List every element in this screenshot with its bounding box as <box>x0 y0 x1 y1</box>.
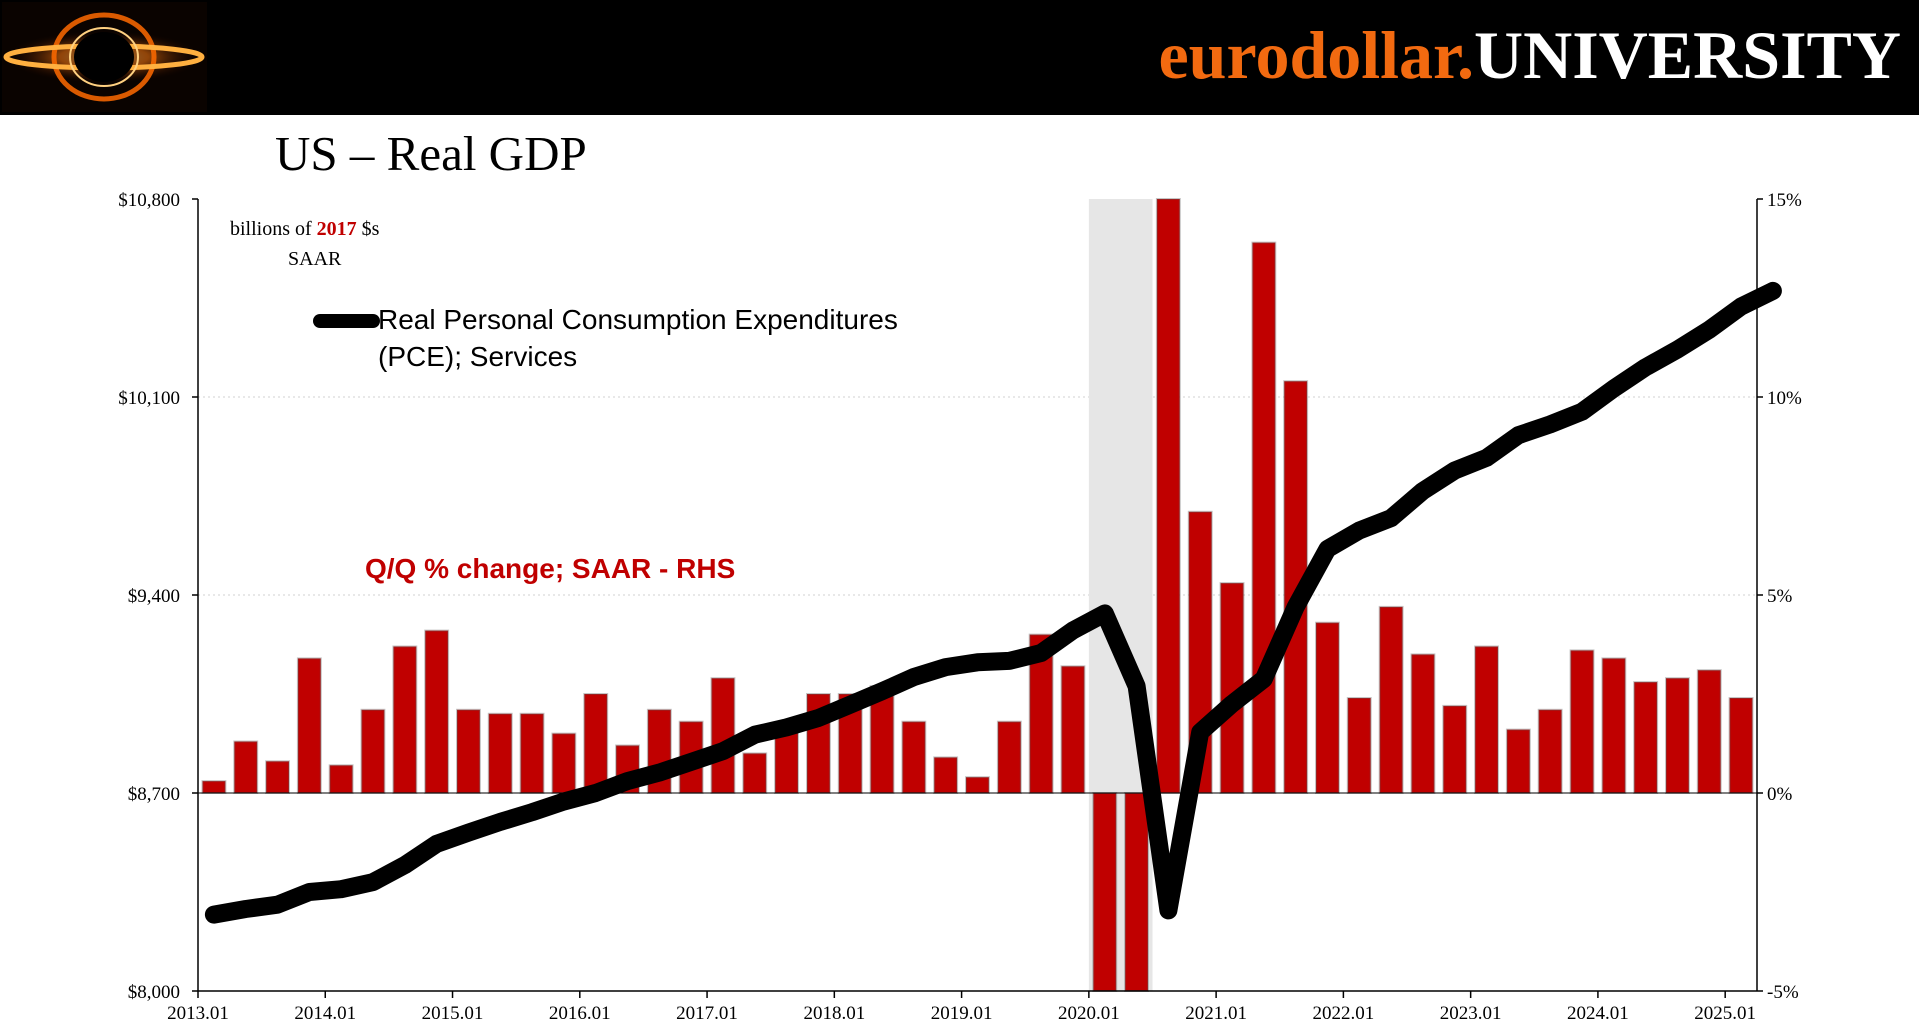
x-tick-label: 2024.01 <box>1567 1003 1629 1024</box>
right-tick-label: 0% <box>1767 784 1793 805</box>
header-bar: eurodollar.UNIVERSITY <box>0 0 1919 115</box>
pce-services-line <box>204 281 1782 924</box>
bar-28 <box>1092 792 1118 992</box>
rhs-annotation: Q/Q % change; SAAR - RHS <box>365 553 735 584</box>
bar-5 <box>360 708 386 794</box>
bar-16 <box>710 677 736 795</box>
x-tick-label: 2014.01 <box>294 1003 356 1024</box>
bar-18 <box>774 728 799 794</box>
subtitle-year: 2017 <box>317 218 357 240</box>
bar-3 <box>296 657 322 795</box>
brand-part2: UNIVERSITY <box>1474 17 1901 93</box>
right-tick-label: 15% <box>1767 190 1802 211</box>
x-tick-label: 2013.01 <box>167 1003 229 1024</box>
gdp-chart: US – Real GDP $8,000$8,700$9,400$10,100$… <box>118 126 1802 1024</box>
right-axis-ticks: -5% 0% 5% 10% 15% <box>1757 190 1802 1003</box>
legend-label-line1: Real Personal Consumption Expenditures <box>378 304 898 335</box>
subtitle-saar: SAAR <box>288 248 342 270</box>
logo-icon <box>2 2 207 112</box>
bar-48 <box>1728 697 1754 794</box>
x-tick-label: 2023.01 <box>1440 1003 1502 1024</box>
bar-4 <box>328 764 354 794</box>
x-tick-label: 2022.01 <box>1313 1003 1375 1024</box>
bar-22 <box>901 720 927 795</box>
bar-40 <box>1474 645 1499 794</box>
bar-series <box>201 198 1754 992</box>
bar-7 <box>424 629 450 794</box>
bar-36 <box>1346 697 1372 794</box>
bar-42 <box>1537 708 1563 794</box>
bar-37 <box>1378 605 1404 794</box>
subtitle: billions of 2017 $s <box>230 218 380 240</box>
x-tick-label: 2016.01 <box>549 1003 611 1024</box>
x-tick-label: 2021.01 <box>1185 1003 1247 1024</box>
x-tick-label: 2019.01 <box>931 1003 993 1024</box>
bar-0 <box>201 780 227 794</box>
legend-label-line2: (PCE); Services <box>378 341 577 372</box>
bar-9 <box>487 712 513 794</box>
bar-25 <box>996 720 1022 795</box>
bar-24 <box>965 776 990 795</box>
right-tick-label: 10% <box>1767 388 1802 409</box>
left-tick-label: $8,000 <box>128 982 180 1003</box>
bar-8 <box>456 708 481 794</box>
subtitle-part1: billions of <box>230 218 317 240</box>
left-tick-label: $9,400 <box>128 586 180 607</box>
bar-10 <box>519 712 545 794</box>
bar-47 <box>1696 669 1722 795</box>
bar-11 <box>551 732 577 794</box>
bar-6 <box>392 645 418 794</box>
bar-2 <box>265 760 291 794</box>
bar-17 <box>742 752 768 795</box>
bar-29 <box>1124 792 1149 992</box>
left-axis-ticks: $8,000 $8,700 $9,400 $10,100 $10,800 <box>118 190 198 1003</box>
brand-part1: eurodollar. <box>1158 17 1475 93</box>
left-tick-label: $10,100 <box>118 388 180 409</box>
left-tick-label: $10,800 <box>118 190 180 211</box>
chart-title: US – Real GDP <box>275 126 587 181</box>
bar-30 <box>1155 198 1181 794</box>
bar-23 <box>933 756 959 795</box>
bar-39 <box>1442 704 1468 795</box>
x-tick-label: 2015.01 <box>422 1003 484 1024</box>
left-tick-label: $8,700 <box>128 784 180 805</box>
bar-27 <box>1060 665 1086 794</box>
logo-graphic <box>3 12 205 102</box>
bar-46 <box>1665 677 1690 795</box>
right-tick-label: -5% <box>1767 982 1799 1003</box>
bar-1 <box>233 740 259 794</box>
x-tick-label: 2018.01 <box>803 1003 865 1024</box>
bar-44 <box>1601 657 1627 795</box>
subtitle-part2: $s <box>357 218 380 240</box>
bar-41 <box>1505 728 1531 794</box>
x-tick-label: 2025.01 <box>1694 1003 1756 1024</box>
bar-33 <box>1251 241 1277 795</box>
bar-38 <box>1410 653 1436 795</box>
bar-45 <box>1633 681 1659 794</box>
x-tick-label: 2017.01 <box>676 1003 738 1024</box>
bar-35 <box>1315 621 1340 795</box>
x-tick-label: 2020.01 <box>1058 1003 1120 1024</box>
bar-43 <box>1569 649 1595 795</box>
right-tick-label: 5% <box>1767 586 1793 607</box>
brand-title: eurodollar.UNIVERSITY <box>1159 10 1902 100</box>
x-axis-ticks: 2013.01 2014.01 2015.01 2016.01 2017.01 2018.… <box>167 991 1756 1024</box>
bar-12 <box>583 693 609 794</box>
